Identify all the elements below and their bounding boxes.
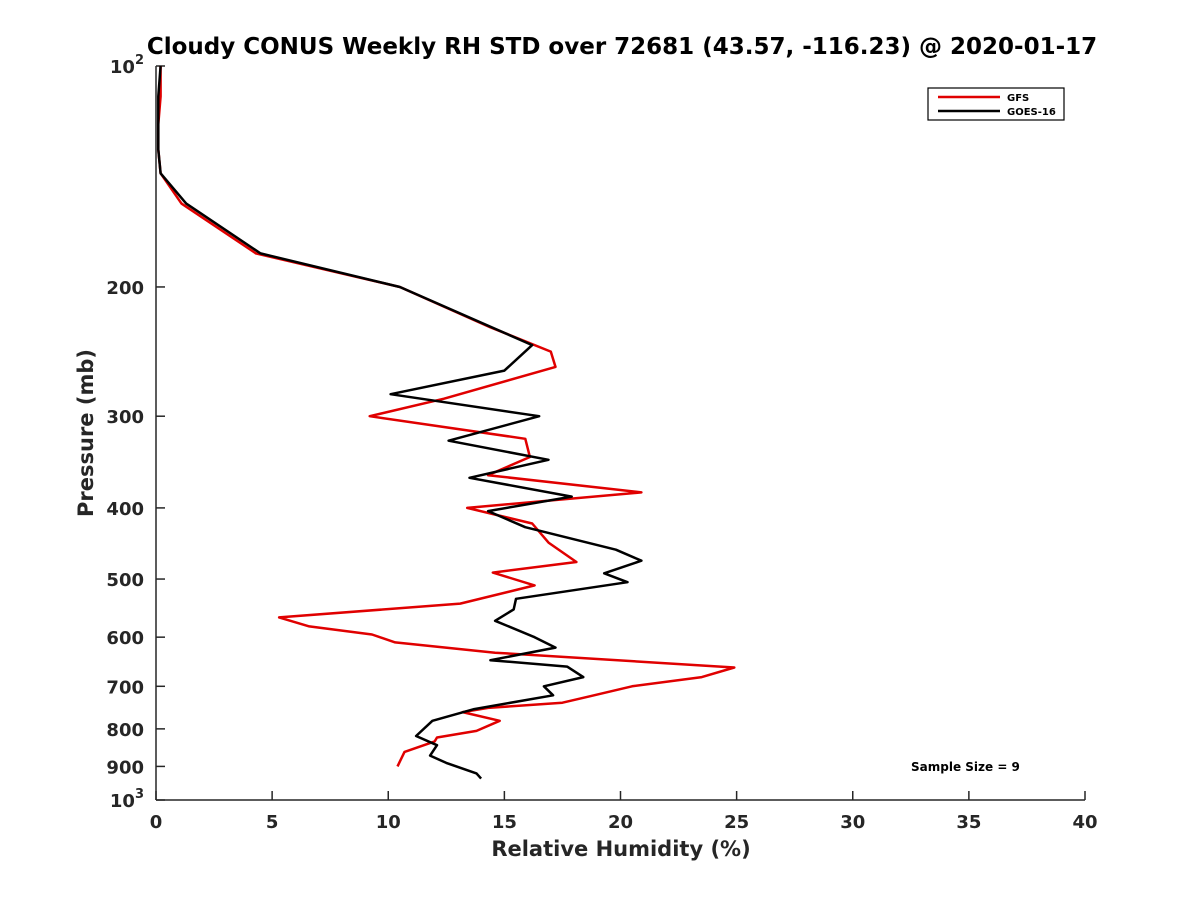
y-tick-label: 200 [106,278,144,299]
y-tick-label: 600 [106,628,144,649]
x-tick-label: 30 [840,812,865,833]
x-tick-label: 0 [150,812,163,833]
sample-size-annotation: Sample Size = 9 [911,760,1020,774]
series-line-goes-16 [157,65,643,780]
y-axis-label: Pressure (mb) [74,349,98,517]
x-tick-label: 20 [608,812,633,833]
series-line-gfs [157,66,736,767]
y-tick-label: 800 [106,720,144,741]
y-tick-label: 900 [106,757,144,778]
x-tick-label: 10 [376,812,401,833]
y-tick-base: 10 [110,57,135,78]
x-axis-label: Relative Humidity (%) [491,837,750,861]
x-tick-label: 15 [492,812,517,833]
plot-area: 0 5 10 15 20 25 30 35 40 10220030040050060070080… [106,53,1097,833]
y-tick-label: 500 [106,570,144,591]
y-tick-label: 400 [106,499,144,520]
x-tick-label: 25 [724,812,749,833]
y-tick-label: 700 [106,677,144,698]
y-tick-exponent: 2 [135,53,144,68]
x-ticks: 0 5 10 15 20 25 30 35 40 [150,791,1098,833]
legend: GFS GOES-16 [927,87,1065,121]
y-tick-exponent: 3 [135,787,144,802]
y-tick-base: 10 [110,791,135,812]
chart-title: Cloudy CONUS Weekly RH STD over 72681 (4… [147,34,1097,60]
legend-label: GFS [1007,93,1029,104]
y-tick-label: 300 [106,407,144,428]
x-tick-label: 40 [1072,812,1097,833]
x-tick-label: 35 [956,812,981,833]
x-tick-label: 5 [266,812,279,833]
legend-label: GOES-16 [1007,107,1056,118]
series-layer [157,65,736,780]
y-tick-label: 102 [110,53,144,78]
y-tick-label: 103 [110,787,144,812]
legend-box [927,87,1065,121]
